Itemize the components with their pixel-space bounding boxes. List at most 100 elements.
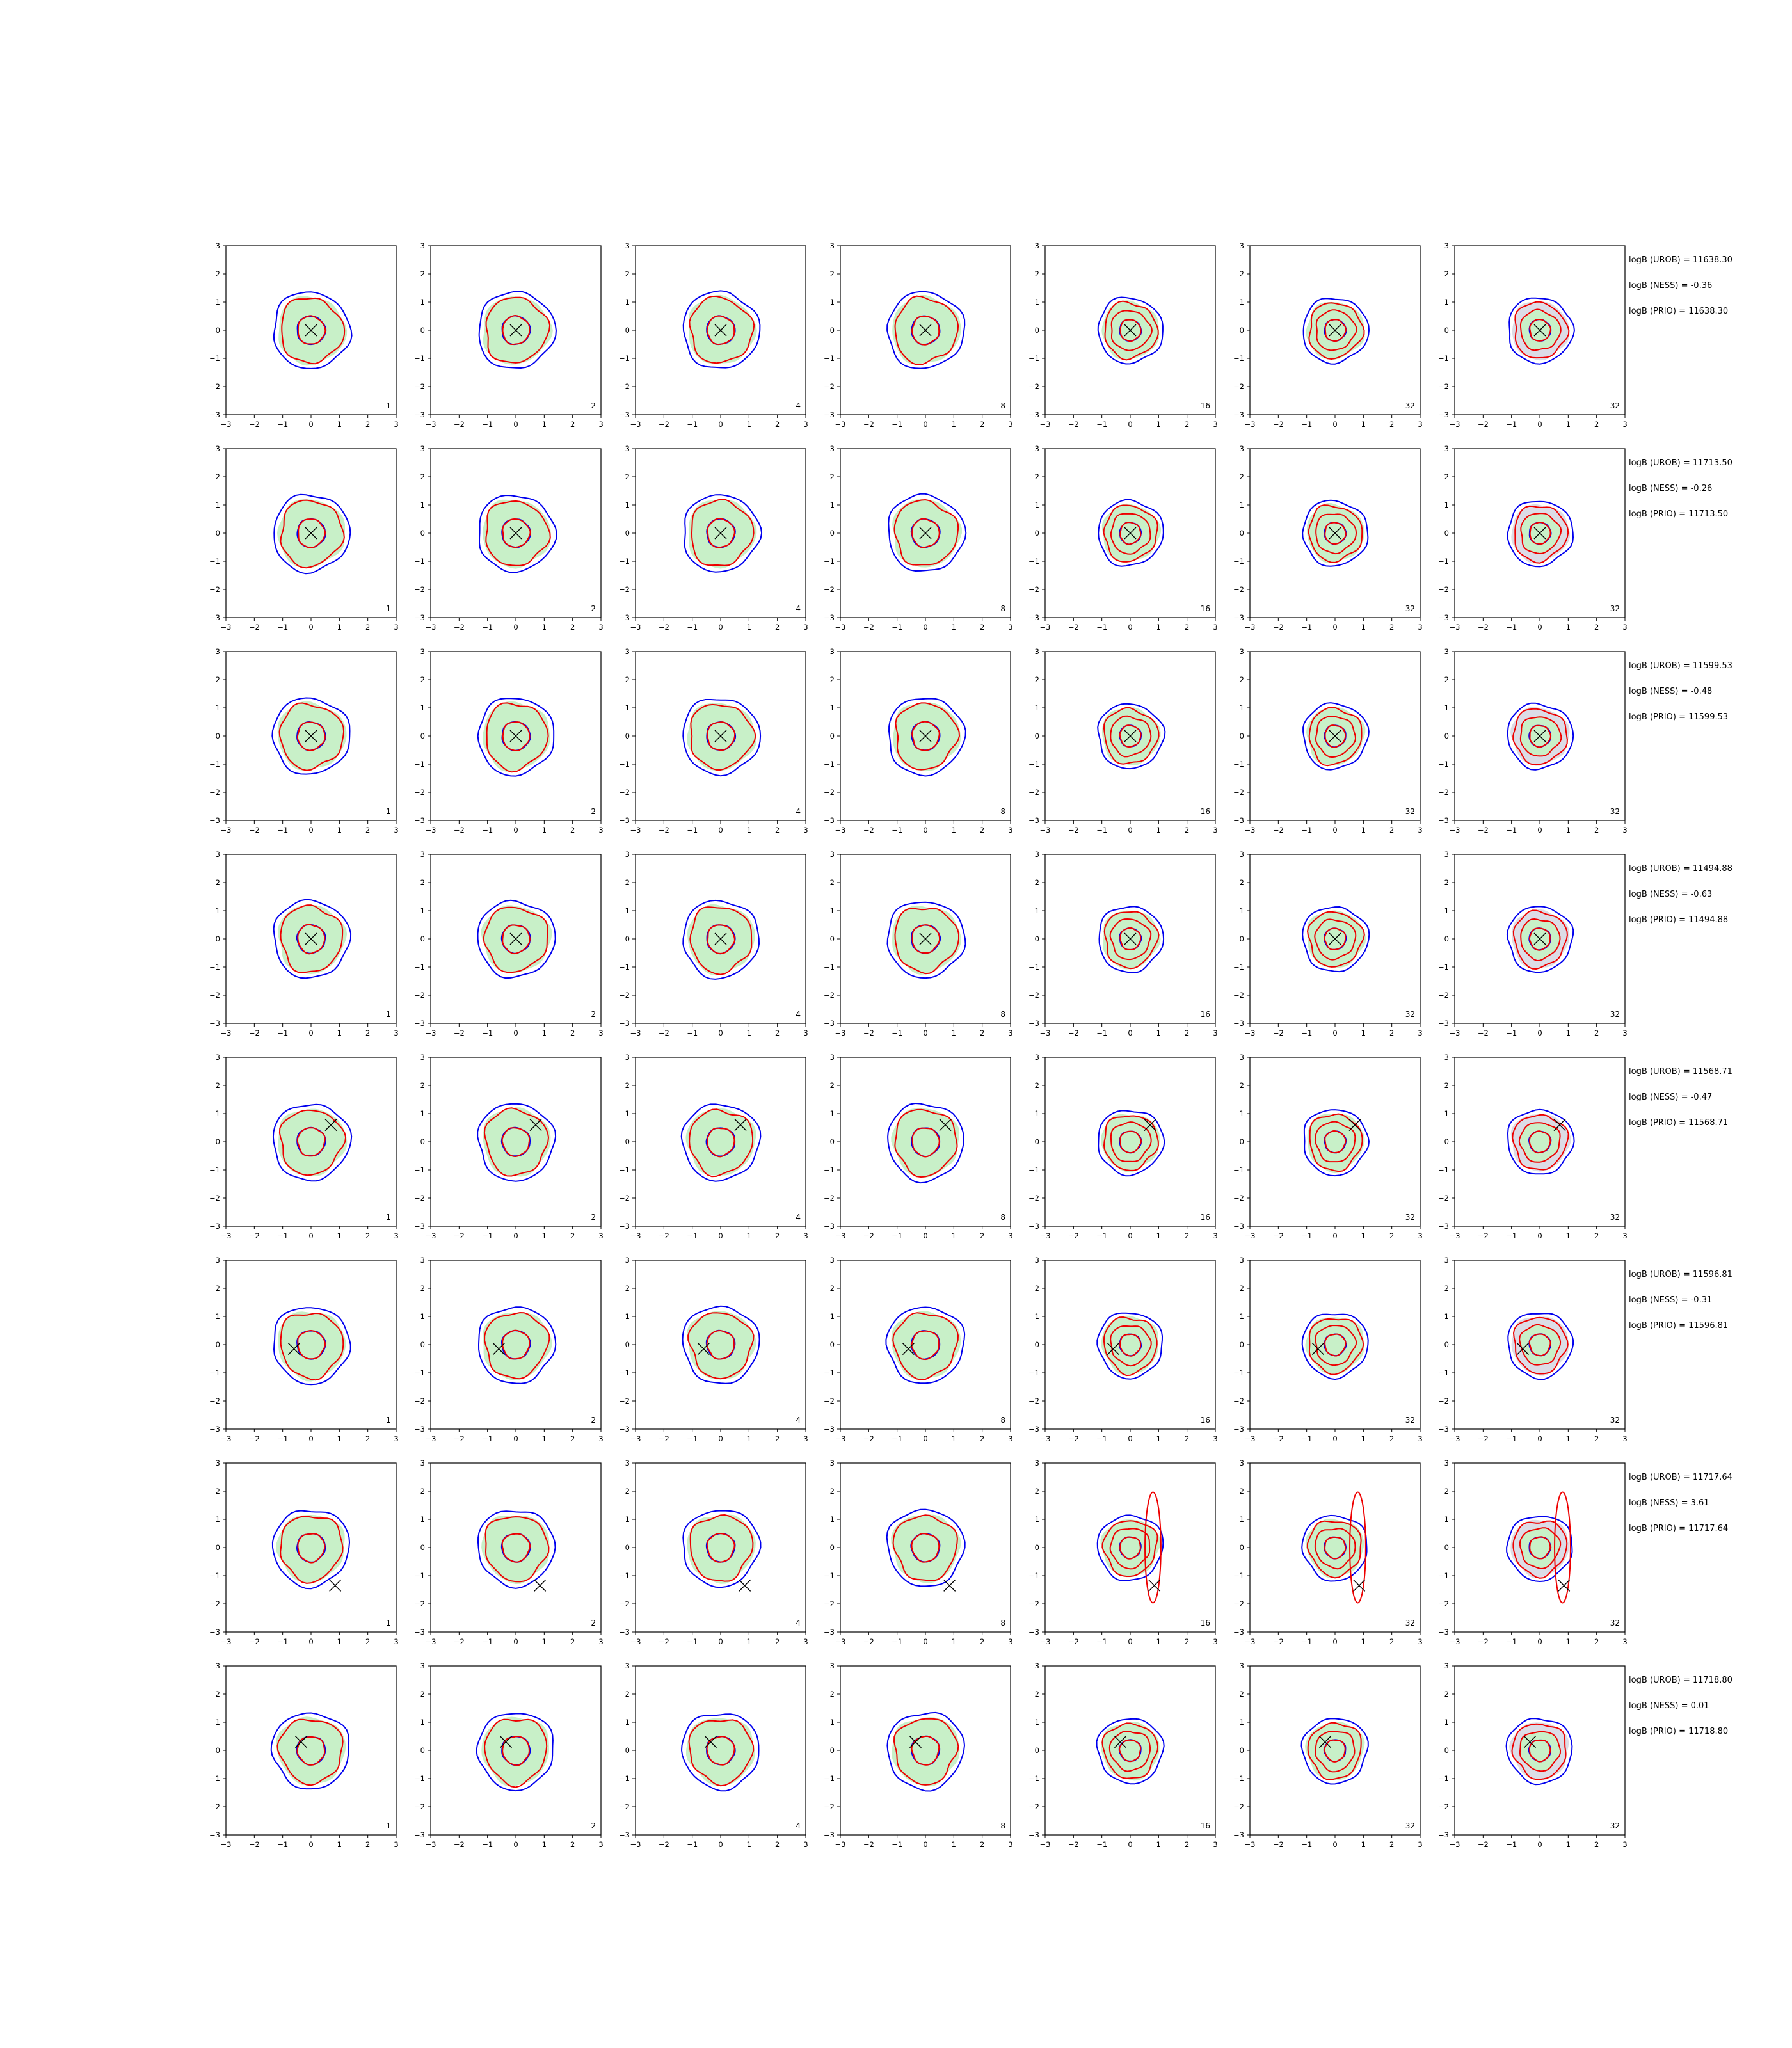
x-tick-label: 3 — [394, 1231, 398, 1240]
panel-r1-c6: −3 −2 −1 0 1 2 3 −3 −2 −1 0 1 2 3 32 — [1233, 241, 1423, 429]
y-tick-label: −2 — [1028, 1194, 1039, 1203]
blue-contour-outer — [270, 1712, 350, 1790]
x-tick-label: 0 — [923, 1231, 927, 1240]
x-tick-label: 3 — [803, 826, 808, 835]
y-tick-label: 3 — [1444, 444, 1449, 453]
y-tick-label: 1 — [625, 1312, 630, 1321]
density-fill — [686, 1718, 755, 1786]
x-tick-label: 3 — [1418, 826, 1422, 835]
blue-contour-outer — [682, 699, 762, 777]
red-contour-outer — [1512, 1316, 1569, 1375]
panel-r2-c6: −3 −2 −1 0 1 2 3 −3 −2 −1 0 1 2 3 32 — [1233, 444, 1423, 632]
x-tick-label: 2 — [1389, 1434, 1394, 1443]
x-tick-label: 1 — [1566, 826, 1571, 835]
red-contour-inner — [1528, 1740, 1551, 1763]
x-tick-label: 3 — [1213, 1840, 1217, 1849]
y-tick-label: −1 — [619, 1774, 630, 1783]
x-tick-label: 3 — [1213, 623, 1217, 632]
y-tick-label: −2 — [619, 585, 630, 594]
y-tick-label: −1 — [1233, 1368, 1244, 1377]
y-tick-label: −3 — [209, 1019, 220, 1028]
y-tick-label: −2 — [1233, 788, 1244, 797]
x-tick-label: −3 — [630, 1637, 641, 1646]
y-tick-label: −1 — [1438, 1571, 1449, 1580]
x-tick-label: 3 — [1008, 1637, 1012, 1646]
x-tick-label: −2 — [1478, 1028, 1489, 1037]
x-tick-label: 1 — [747, 1840, 751, 1849]
panel-corner-label: 16 — [1201, 401, 1210, 410]
y-tick-label: 3 — [1035, 1661, 1039, 1670]
x-tick-label: 3 — [1418, 420, 1422, 429]
red-contour-inner — [1324, 319, 1347, 342]
x-tick-label: 0 — [308, 1840, 313, 1849]
y-tick-label: −2 — [209, 1396, 220, 1405]
y-tick-label: 2 — [830, 1487, 835, 1496]
x-tick-label: 3 — [1418, 1434, 1422, 1443]
y-tick-label: 3 — [1240, 1459, 1244, 1468]
true-value-marker — [697, 1343, 710, 1356]
density-fill — [481, 1716, 549, 1787]
y-tick-label: 1 — [830, 703, 835, 712]
x-tick-label: 0 — [1332, 1028, 1337, 1037]
x-tick-label: −1 — [892, 1840, 902, 1849]
true-value-marker — [1318, 1736, 1331, 1748]
density-fill — [481, 1516, 550, 1585]
red-contour-inner — [707, 924, 735, 954]
red-contour-outer — [1307, 1722, 1362, 1780]
x-tick-label: −1 — [482, 1637, 493, 1646]
red-contour-inner — [707, 518, 735, 548]
x-tick-label: 1 — [542, 420, 547, 429]
x-tick-label: −1 — [1506, 1231, 1517, 1240]
y-tick-label: 2 — [1444, 1284, 1449, 1293]
red-contour-inner — [501, 1533, 531, 1563]
panel-corner-label: 2 — [591, 1821, 596, 1830]
y-tick-label: 2 — [1035, 1284, 1039, 1293]
red-contour-inner — [911, 1330, 940, 1361]
y-tick-label: −3 — [619, 1628, 630, 1636]
x-tick-label: −3 — [1450, 623, 1460, 632]
y-tick-label: 0 — [1240, 1746, 1244, 1755]
row-annotation-2: logB (NESS) = -0.47 — [1629, 1092, 1712, 1102]
x-tick-label: 2 — [570, 1434, 575, 1443]
y-tick-label: 1 — [830, 1109, 835, 1118]
red-contour-outer — [1512, 1520, 1568, 1579]
red-contour-inner — [1324, 1333, 1347, 1357]
x-tick-label: 1 — [952, 1028, 956, 1037]
panel-r1-c7: −3 −2 −1 0 1 2 3 −3 −2 −1 0 1 2 3 32 — [1438, 241, 1628, 429]
density-fill-inner — [1519, 1731, 1560, 1770]
y-tick-label: −1 — [619, 1571, 630, 1580]
red-contour-inner — [1528, 927, 1551, 951]
x-tick-label: −2 — [659, 1637, 669, 1646]
x-tick-label: −3 — [835, 1028, 846, 1037]
panel-corner-label: 32 — [1610, 1416, 1620, 1425]
red-contour-outer — [280, 1312, 344, 1381]
x-tick-label: 2 — [980, 1637, 984, 1646]
red-contour-outer — [1103, 504, 1158, 563]
y-tick-label: 2 — [625, 1284, 630, 1293]
x-tick-label: −1 — [892, 826, 902, 835]
y-tick-label: 2 — [1035, 675, 1039, 684]
y-tick-label: −3 — [1028, 1222, 1039, 1231]
panel-corner-label: 32 — [1405, 1213, 1415, 1222]
true-value-marker — [1523, 1736, 1536, 1748]
y-tick-label: 1 — [216, 1312, 220, 1321]
x-tick-label: −3 — [1245, 1840, 1256, 1849]
panel-corner-label: 1 — [386, 1213, 391, 1222]
y-tick-label: 3 — [1240, 444, 1244, 453]
y-tick-label: 1 — [1444, 500, 1449, 509]
x-tick-label: −3 — [1245, 826, 1256, 835]
x-tick-label: 2 — [1389, 826, 1394, 835]
y-tick-label: 1 — [1240, 1718, 1244, 1727]
y-tick-label: 2 — [1444, 472, 1449, 481]
blue-contour-outer — [680, 1103, 762, 1182]
true-value-marker — [324, 1119, 337, 1132]
x-tick-label: −3 — [1245, 1637, 1256, 1646]
red-contour-outer — [278, 1109, 347, 1176]
panel-r1-c5: −3 −2 −1 0 1 2 3 −3 −2 −1 0 1 2 3 16 — [1028, 241, 1218, 429]
y-tick-label: 3 — [830, 1661, 835, 1670]
y-tick-label: −3 — [824, 410, 835, 419]
